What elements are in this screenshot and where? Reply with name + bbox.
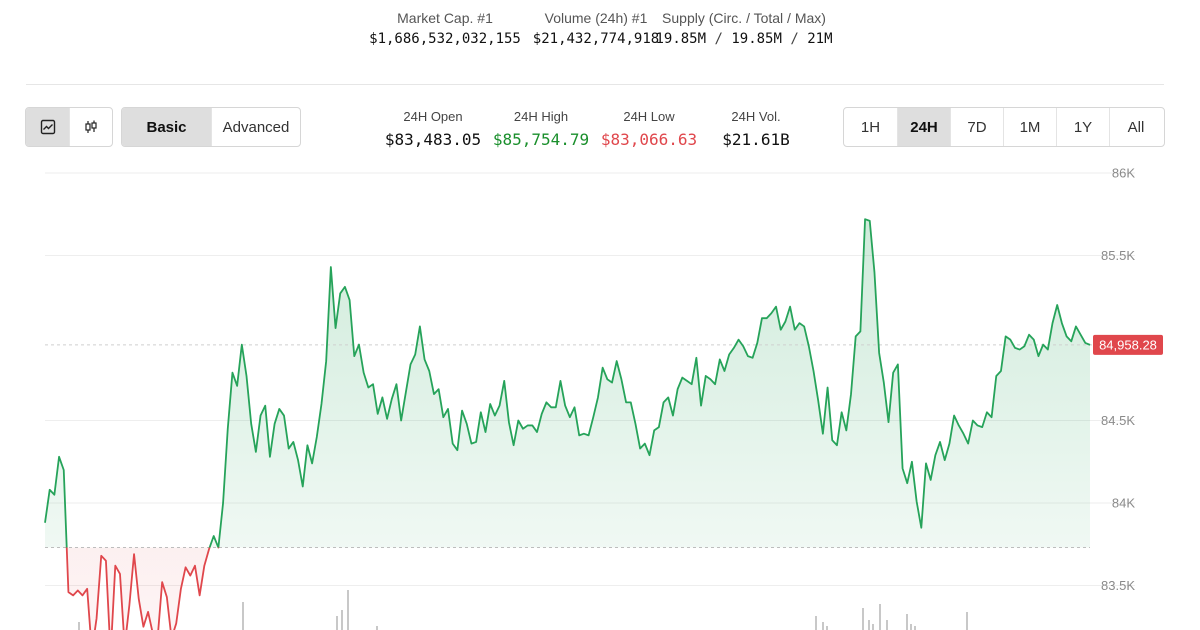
volume-bar — [822, 622, 824, 630]
current-price-tag: 84,958.28 — [1093, 334, 1163, 355]
range-1y-button[interactable]: 1Y — [1056, 108, 1109, 146]
volume-bar — [966, 612, 968, 630]
advanced-button[interactable]: Advanced — [211, 108, 300, 146]
y-axis-labels: 86K 85.5K 84.5K 84K 83.5K — [1101, 166, 1135, 594]
range-all-button[interactable]: All — [1109, 108, 1162, 146]
volume-bar — [347, 590, 349, 630]
range-1m-button[interactable]: 1M — [1003, 108, 1056, 146]
high-value: $85,754.79 — [492, 130, 590, 149]
header-divider — [26, 84, 1164, 85]
line-chart-button[interactable] — [26, 108, 69, 146]
market-cap-label: Market Cap. #1 — [397, 10, 493, 26]
chart-type-toggle — [25, 107, 113, 147]
basic-button[interactable]: Basic — [122, 108, 211, 146]
volume-bar — [826, 626, 828, 630]
low-label: 24H Low — [623, 109, 675, 124]
volume-bar — [815, 616, 817, 630]
price-area-down — [45, 547, 1090, 630]
volume-bar — [868, 620, 870, 630]
candlestick-button[interactable] — [69, 108, 112, 146]
y-tick-label: 85.5K — [1101, 248, 1135, 263]
volume-bar — [862, 608, 864, 630]
volume24h-value: $21.61B — [722, 130, 790, 149]
line-chart-icon — [40, 119, 55, 135]
volume-bar — [336, 616, 338, 630]
open-value: $83,483.05 — [384, 130, 482, 149]
mode-toggle: Basic Advanced — [121, 107, 301, 147]
candlestick-icon — [85, 120, 97, 133]
supply-total: 19.85M — [731, 31, 782, 47]
supply-label: Supply (Circ. / Total / Max) — [662, 10, 826, 26]
volume-bar — [886, 620, 888, 630]
range-7d-button[interactable]: 7D — [950, 108, 1003, 146]
volume-bar — [341, 610, 343, 630]
open-label: 24H Open — [403, 109, 463, 124]
volume-bar — [879, 604, 881, 630]
volume24h-label: 24H Vol. — [731, 109, 781, 124]
price-area-up — [45, 219, 1090, 548]
volume-stat: Volume (24h) #1 $21,432,774,918 — [522, 8, 670, 50]
y-tick-label: 84.5K — [1101, 413, 1135, 428]
range-1h-button[interactable]: 1H — [860, 118, 881, 136]
volume-label: Volume (24h) #1 — [544, 10, 648, 26]
volume-bar — [906, 614, 908, 630]
volume-bar — [376, 626, 378, 630]
high-stat: 24H High $85,754.79 — [486, 107, 596, 153]
y-tick-label: 83.5K — [1101, 578, 1135, 593]
open-stat: 24H Open $83,483.05 — [378, 107, 488, 153]
y-tick-label: 84K — [1112, 496, 1135, 511]
market-cap-stat: Market Cap. #1 $1,686,532,032,155 — [360, 8, 530, 50]
y-tick-label: 86K — [1112, 166, 1135, 181]
volume-bar — [242, 602, 244, 630]
low-value: $83,066.63 — [600, 130, 698, 149]
range-24h-button[interactable]: 24H — [897, 108, 950, 146]
low-stat: 24H Low $83,066.63 — [594, 107, 704, 153]
volume-bar — [914, 626, 916, 630]
high-label: 24H High — [513, 109, 569, 124]
volume-bar — [872, 624, 874, 630]
supply-separator: / — [706, 31, 732, 47]
volume-bar — [78, 622, 80, 630]
price-chart[interactable]: 86K 85.5K 84.5K 84K 83.5K 84,958.28 — [0, 160, 1200, 630]
volume-bars — [78, 590, 968, 630]
market-stats: Market Cap. #1 $1,686,532,032,155 Volume… — [0, 8, 1200, 58]
current-price-label: 84,958.28 — [1099, 337, 1157, 352]
volume-value: $21,432,774,918 — [532, 31, 660, 47]
volume-bar — [910, 624, 912, 630]
volume24h-stat: 24H Vol. $21.61B — [706, 107, 806, 153]
supply-stat: Supply (Circ. / Total / Max) 19.85M / 19… — [655, 8, 833, 50]
supply-max: 21M — [807, 31, 833, 47]
time-range-selector: 1H 24H 7D 1M 1Y All — [843, 107, 1165, 147]
supply-circ: 19.85M — [655, 31, 707, 47]
supply-value: 19.85M / 19.85M / 21M — [655, 28, 833, 50]
market-cap-value: $1,686,532,032,155 — [369, 31, 521, 47]
supply-separator: / — [781, 31, 808, 47]
price-line-up — [44, 218, 1091, 548]
